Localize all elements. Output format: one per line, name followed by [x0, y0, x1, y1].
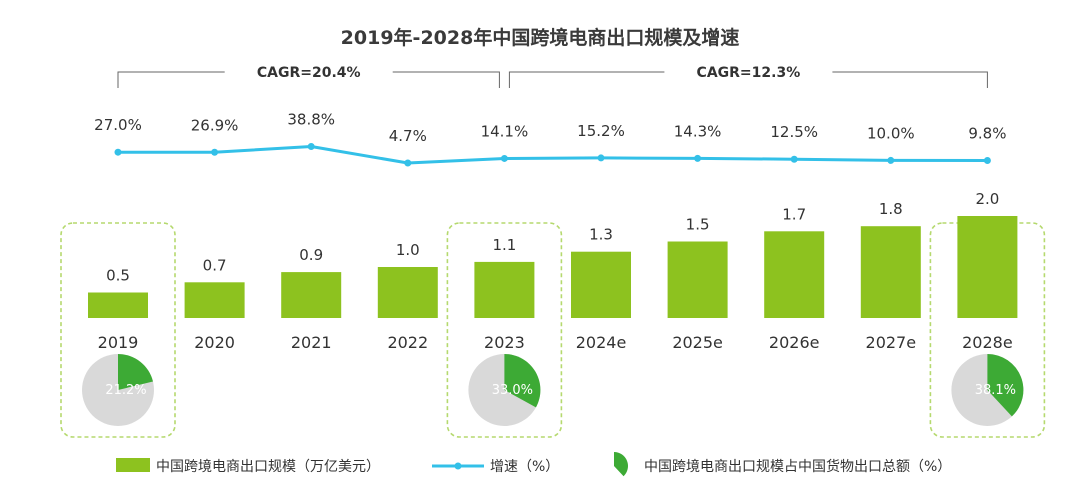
growth-label-2026e: 12.5%	[770, 123, 818, 141]
x-tick-2026e: 2026e	[769, 333, 820, 352]
legend-bar-swatch	[116, 458, 150, 472]
bar-2024e	[571, 251, 631, 318]
x-tick-2025e: 2025e	[672, 333, 723, 352]
bar-2028e	[957, 216, 1018, 318]
bar-series: 0.5 0.7 0.9 1.0 1.1 1.3 1.5 1.7 1.8 2.0	[88, 190, 1018, 318]
bar-2021	[281, 272, 342, 318]
bar-2022	[377, 267, 438, 318]
bar-value-2026e: 1.7	[782, 205, 806, 223]
cagr-bracket-2	[508, 71, 988, 88]
bar-2023	[474, 261, 535, 318]
bar-value-2024e: 1.3	[589, 226, 613, 244]
legend-line-marker	[454, 462, 462, 470]
growth-label-2025e: 14.3%	[674, 122, 722, 140]
chart-title: 2019年-2028年中国跨境电商出口规模及增速	[341, 26, 740, 49]
growth-point-2028e	[983, 157, 991, 165]
pie-share-2019	[118, 354, 153, 390]
growth-point-2022	[404, 159, 412, 167]
x-tick-2020: 2020	[194, 333, 235, 352]
x-tick-2028e: 2028e	[962, 333, 1013, 352]
legend: 中国跨境电商出口规模（万亿美元） 增速（%） 中国跨境电商出口规模占中国货物出口总额…	[116, 452, 951, 477]
bar-value-2025e: 1.5	[686, 216, 710, 234]
growth-point-2023	[500, 154, 508, 162]
growth-point-2019	[114, 148, 122, 156]
growth-label-2019: 27.0%	[94, 116, 142, 134]
cagr-label-2: CAGR=12.3%	[697, 65, 801, 81]
x-tick-2019: 2019	[98, 333, 139, 352]
x-tick-2023: 2023	[484, 333, 525, 352]
x-tick-2021: 2021	[291, 333, 332, 352]
growth-label-2028e: 9.8%	[968, 125, 1006, 143]
highlight-box-2023	[446, 222, 563, 438]
x-tick-2027e: 2027e	[866, 333, 917, 352]
cagr-label-1: CAGR=20.4%	[257, 65, 361, 81]
legend-pie-swatch	[614, 452, 629, 477]
growth-point-2021	[307, 143, 315, 150]
pie-share-2023	[504, 354, 541, 408]
x-tick-2022: 2022	[387, 333, 428, 352]
bar-2019	[88, 292, 148, 318]
pie-label-2028e: 38.1%	[975, 383, 1016, 398]
growth-point-2026e	[790, 155, 798, 163]
growth-point-2025e	[694, 154, 702, 162]
bar-value-2021: 0.9	[299, 246, 323, 264]
cagr-brackets: CAGR=20.4% CAGR=12.3%	[117, 65, 988, 88]
growth-label-2024e: 15.2%	[577, 122, 625, 140]
legend-line-label: 增速（%）	[490, 459, 559, 475]
bar-value-2023: 1.1	[492, 236, 516, 254]
growth-point-2024e	[597, 154, 605, 162]
bar-2027e	[860, 226, 921, 318]
growth-point-2020	[211, 148, 219, 156]
pie-share-2028e	[987, 354, 1024, 417]
growth-label-2022: 4.7%	[389, 127, 427, 145]
growth-label-2023: 14.1%	[481, 122, 529, 140]
x-axis: 2019 2020 2021 2022 2023 2024e 2025e 2026e 2027e…	[98, 333, 1013, 352]
legend-bar-label: 中国跨境电商出口规模（万亿美元）	[156, 459, 380, 475]
bar-2025e	[667, 241, 728, 318]
growth-line	[117, 145, 988, 165]
bar-value-2019: 0.5	[106, 267, 130, 285]
cagr-bracket-1	[117, 71, 500, 88]
x-tick-2024e: 2024e	[576, 333, 627, 352]
legend-pie-label: 中国跨境电商出口规模占中国货物出口总额（%）	[644, 458, 951, 475]
pie-label-2019: 21.2%	[105, 383, 146, 398]
bar-2026e	[764, 231, 825, 318]
growth-label-2020: 26.9%	[191, 116, 239, 134]
bar-2020	[184, 282, 245, 318]
bar-value-2020: 0.7	[203, 256, 227, 274]
highlight-box-2019	[60, 222, 176, 438]
share-pies: 21.2% 33.0% 38.1%	[82, 354, 1024, 426]
growth-label-2027e: 10.0%	[867, 124, 915, 142]
growth-point-2027e	[887, 156, 895, 164]
growth-rate-line: 27.0% 26.9% 38.8% 4.7% 14.1% 15.2% 14.3% 12.5% 1…	[94, 111, 1006, 167]
bar-value-2022: 1.0	[396, 241, 420, 259]
pie-label-2023: 33.0%	[492, 383, 533, 398]
bar-value-2028e: 2.0	[975, 190, 999, 208]
bar-value-2027e: 1.8	[879, 200, 903, 218]
growth-label-2021: 38.8%	[287, 111, 335, 129]
